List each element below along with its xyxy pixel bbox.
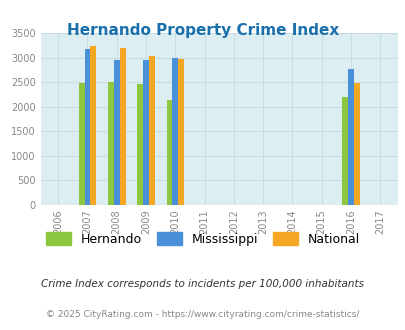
Legend: Hernando, Mississippi, National: Hernando, Mississippi, National	[45, 232, 360, 246]
Bar	[84, 49, 90, 205]
Bar	[108, 82, 113, 205]
Bar	[353, 83, 359, 205]
Bar	[347, 69, 353, 205]
Bar	[149, 55, 154, 205]
Bar	[119, 48, 125, 205]
Bar	[341, 97, 347, 205]
Bar	[79, 83, 84, 205]
Bar	[143, 60, 149, 205]
Text: © 2025 CityRating.com - https://www.cityrating.com/crime-statistics/: © 2025 CityRating.com - https://www.city…	[46, 310, 359, 319]
Bar	[178, 59, 183, 205]
Bar	[166, 100, 172, 205]
Text: Crime Index corresponds to incidents per 100,000 inhabitants: Crime Index corresponds to incidents per…	[41, 279, 364, 289]
Text: Hernando Property Crime Index: Hernando Property Crime Index	[67, 23, 338, 38]
Bar	[113, 60, 119, 205]
Bar	[90, 46, 96, 205]
Bar	[137, 84, 143, 205]
Bar	[172, 58, 178, 205]
